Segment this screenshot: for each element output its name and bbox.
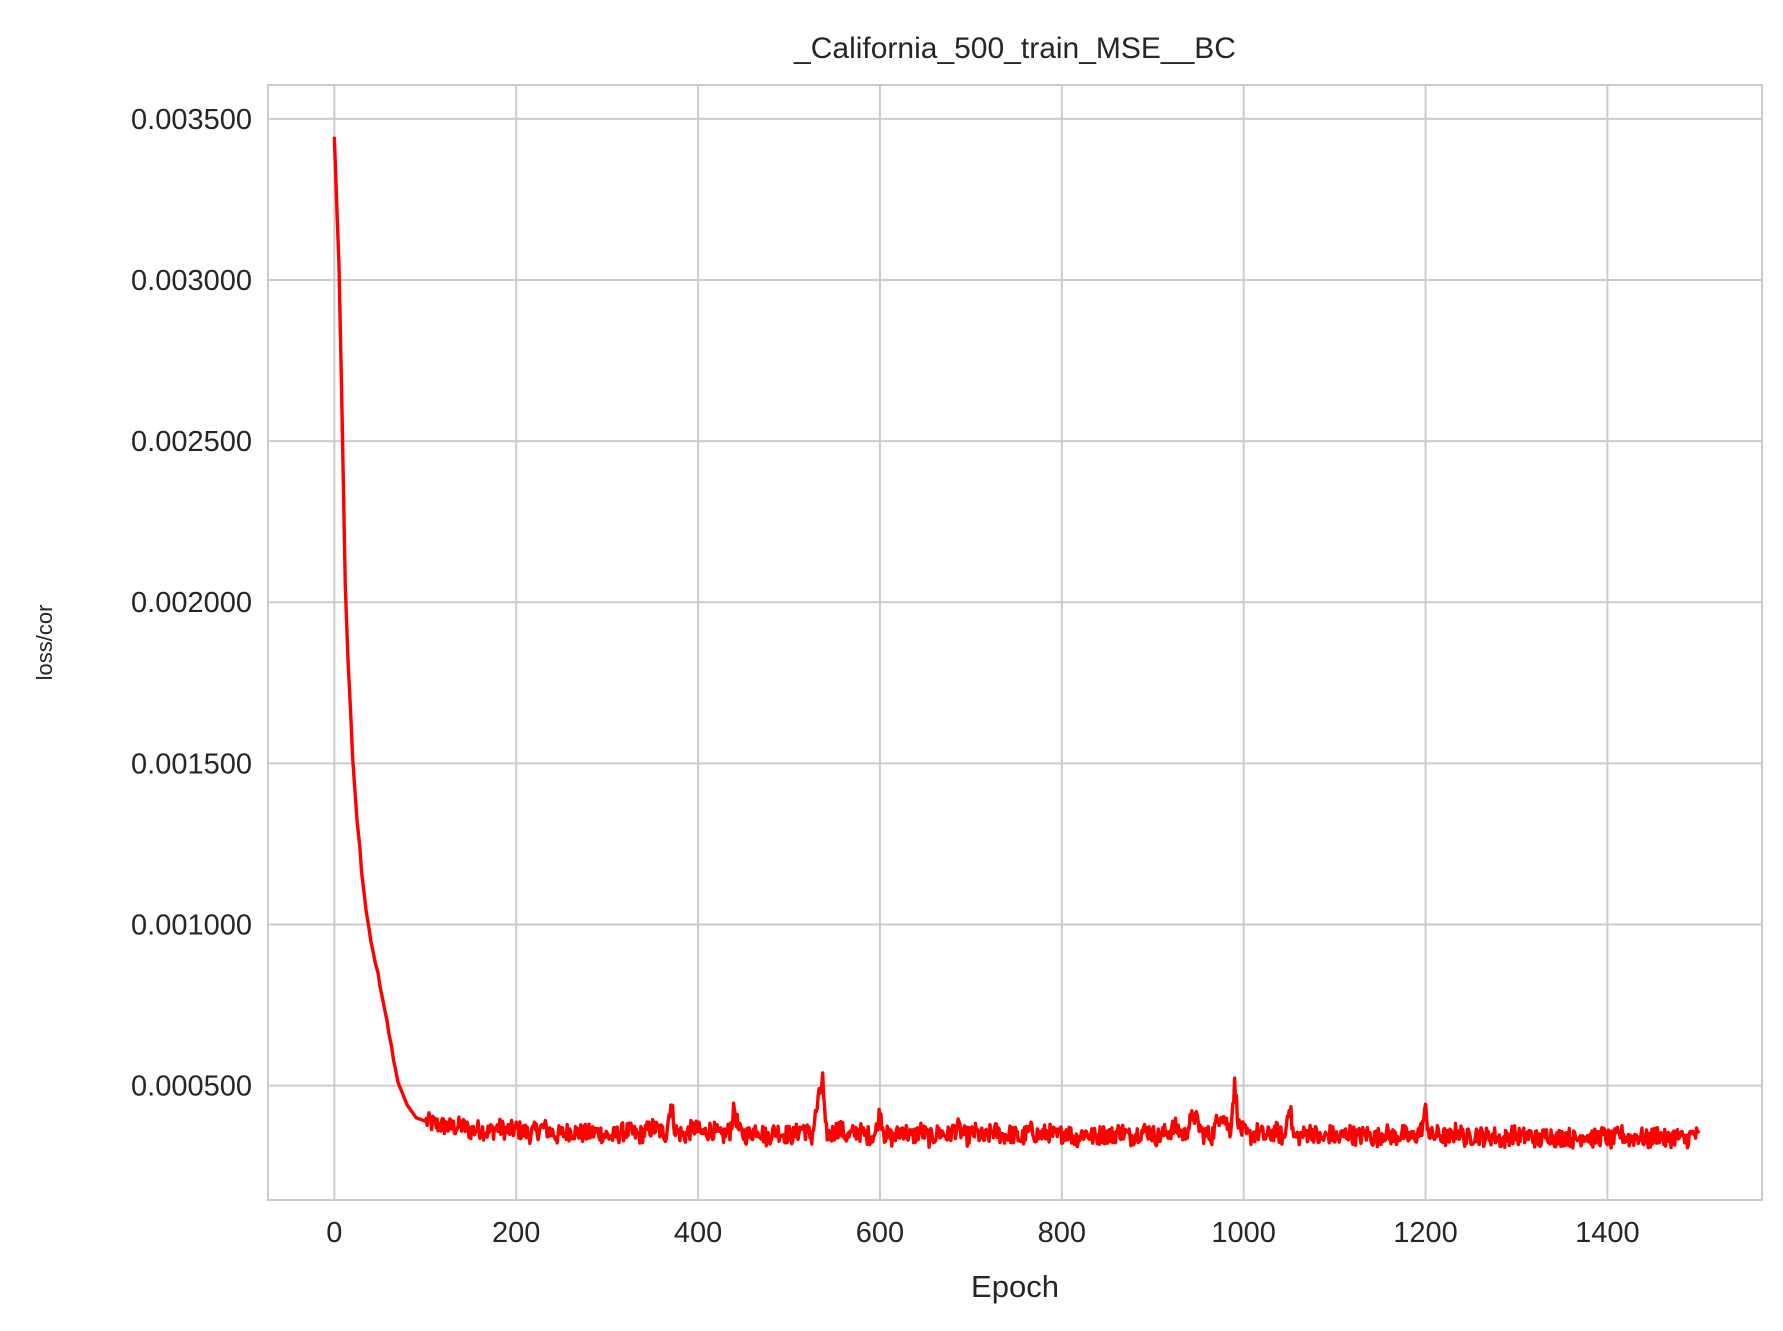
x-tick-label: 1200 xyxy=(1393,1217,1458,1249)
x-tick-label: 1000 xyxy=(1211,1217,1276,1249)
y-tick-label: 0.003500 xyxy=(131,104,252,136)
y-gridlines xyxy=(268,117,1762,1087)
y-tick-labels: 0.000500 0.001000 0.001500 0.002000 0.002500… xyxy=(131,104,252,1103)
x-tick-label: 200 xyxy=(492,1217,540,1249)
x-gridlines xyxy=(333,85,1609,1200)
y-tick-label: 0.002500 xyxy=(131,426,252,458)
series-line-train-mse xyxy=(332,136,1701,1150)
y-axis-label: loss/cor xyxy=(32,605,57,681)
x-tick-label: 600 xyxy=(856,1217,904,1249)
y-tick-label: 0.001000 xyxy=(131,909,252,941)
chart-title: _California_500_train_MSE__BC xyxy=(793,32,1236,65)
y-tick-label: 0.000500 xyxy=(131,1071,252,1103)
x-tick-label: 0 xyxy=(326,1217,342,1249)
y-tick-label: 0.002000 xyxy=(131,587,252,619)
plot-frame xyxy=(267,84,1763,1201)
x-tick-labels: 0 200 400 600 800 1000 1200 1400 xyxy=(326,1217,1639,1249)
x-axis-label: Epoch xyxy=(971,1269,1059,1304)
y-tick-label: 0.003000 xyxy=(131,265,252,297)
y-tick-label: 0.001500 xyxy=(131,748,252,780)
x-tick-label: 1400 xyxy=(1575,1217,1640,1249)
x-tick-label: 800 xyxy=(1038,1217,1086,1249)
x-tick-label: 400 xyxy=(674,1217,722,1249)
